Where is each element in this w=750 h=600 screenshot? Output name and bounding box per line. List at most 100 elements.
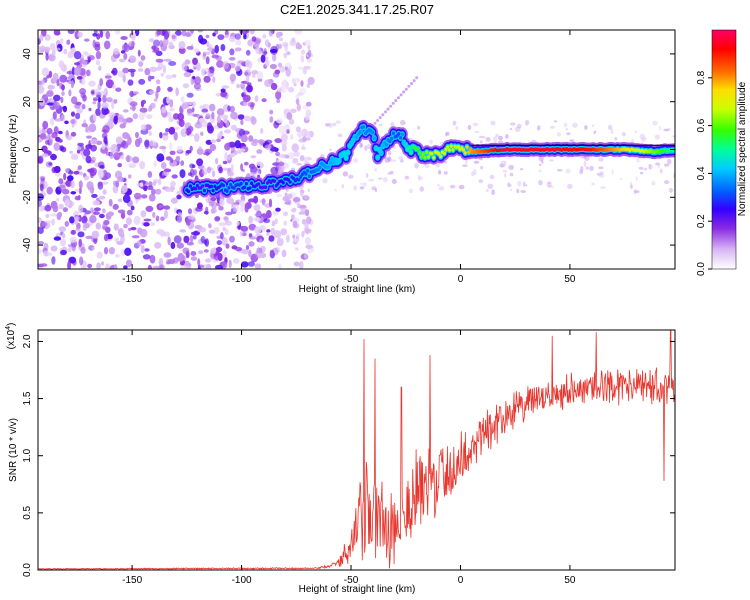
noise-speckle (200, 131, 204, 136)
noise-speckle (40, 177, 45, 182)
noise-speckle (56, 197, 60, 202)
snr-series-line (38, 330, 675, 570)
noise-speckle (120, 248, 126, 256)
noise-speckle (303, 253, 308, 259)
halo-speckle (348, 174, 354, 179)
noise-speckle (243, 101, 248, 106)
noise-speckle (304, 39, 311, 46)
ridge-core (244, 181, 248, 186)
noise-speckle (189, 168, 195, 178)
noise-speckle (61, 188, 70, 195)
noise-speckle (77, 31, 83, 38)
noise-speckle (95, 222, 102, 230)
noise-speckle (276, 88, 282, 93)
noise-speckle (283, 220, 288, 226)
noise-speckle (291, 37, 296, 43)
halo-speckle (652, 120, 658, 126)
ridge-core (423, 155, 427, 160)
noise-speckle (146, 114, 153, 119)
halo-speckle (334, 189, 337, 192)
noise-speckle (48, 252, 53, 257)
noise-speckle (240, 83, 246, 89)
noise-speckle (254, 263, 262, 269)
ridge-core (432, 155, 436, 160)
noise-speckle (115, 180, 120, 188)
ridge-core (446, 145, 450, 149)
noise-speckle (74, 188, 80, 193)
noise-speckle (291, 143, 299, 153)
halo-speckle (378, 123, 383, 127)
y-tick-label: 0 (22, 146, 33, 152)
noise-speckle (153, 39, 160, 47)
halo-speckle (359, 142, 363, 148)
noise-speckle (44, 204, 52, 212)
noise-speckle (179, 169, 186, 179)
ridge-core (407, 146, 411, 150)
noise-speckle (276, 99, 281, 103)
colorbar-tick-label: 0.4 (696, 166, 707, 180)
noise-speckle (183, 71, 192, 78)
noise-speckle (176, 194, 182, 200)
halo-speckle (391, 179, 397, 184)
noise-speckle (221, 237, 228, 246)
noise-speckle (136, 240, 142, 247)
noise-speckle (117, 163, 122, 168)
ridge-core (456, 144, 460, 149)
noise-speckle (41, 67, 50, 77)
noise-speckle (165, 128, 170, 133)
halo-speckle (498, 135, 503, 141)
noise-speckle (256, 149, 263, 154)
noise-speckle (169, 99, 174, 108)
noise-speckle (248, 163, 256, 170)
noise-speckle (67, 175, 74, 182)
noise-speckle (173, 235, 182, 244)
noise-speckle (185, 129, 192, 135)
noise-speckle (70, 131, 77, 137)
noise-speckle (67, 30, 75, 35)
noise-speckle (282, 196, 289, 202)
halo-speckle (664, 180, 670, 185)
noise-speckle (65, 179, 73, 187)
noise-speckle (180, 160, 185, 166)
noise-speckle (78, 180, 83, 189)
noise-speckle (173, 131, 178, 141)
halo-speckle (390, 121, 395, 128)
noise-speckle (184, 59, 191, 65)
noise-speckle (81, 123, 88, 128)
noise-speckle (170, 180, 176, 187)
ridge-core (330, 157, 334, 161)
noise-speckle (304, 209, 310, 217)
noise-speckle (225, 211, 233, 216)
ridge-core (370, 130, 375, 135)
noise-speckle (60, 238, 66, 247)
snr-y-label: SNR (10 * v/v) (8, 418, 19, 482)
halo-speckle (563, 122, 568, 128)
noise-speckle (240, 261, 249, 268)
noise-speckle (38, 199, 42, 208)
halo-speckle (360, 183, 364, 186)
noise-speckle (130, 32, 137, 41)
ridge-core (306, 168, 310, 173)
halo-speckle (553, 120, 558, 123)
noise-speckle (180, 96, 185, 103)
noise-speckle (88, 123, 97, 133)
noise-speckle (112, 84, 116, 89)
halo-speckle (538, 169, 542, 173)
noise-speckle (140, 210, 147, 218)
noise-speckle (159, 174, 166, 179)
ridge-core (187, 189, 191, 194)
ridge-core (374, 146, 378, 150)
noise-speckle (183, 262, 192, 269)
noise-speckle (229, 152, 235, 158)
noise-speckle (137, 227, 143, 235)
noise-speckle (61, 84, 65, 91)
figure-title: C2E1.2025.341.17.25.R07 (280, 2, 434, 17)
noise-speckle (130, 227, 137, 231)
noise-speckle (208, 44, 213, 53)
noise-speckle (177, 252, 185, 262)
halo-speckle (537, 125, 541, 131)
halo-speckle (481, 136, 487, 139)
noise-speckle (92, 32, 98, 37)
noise-speckle (88, 80, 96, 87)
ridge-core (381, 144, 385, 148)
